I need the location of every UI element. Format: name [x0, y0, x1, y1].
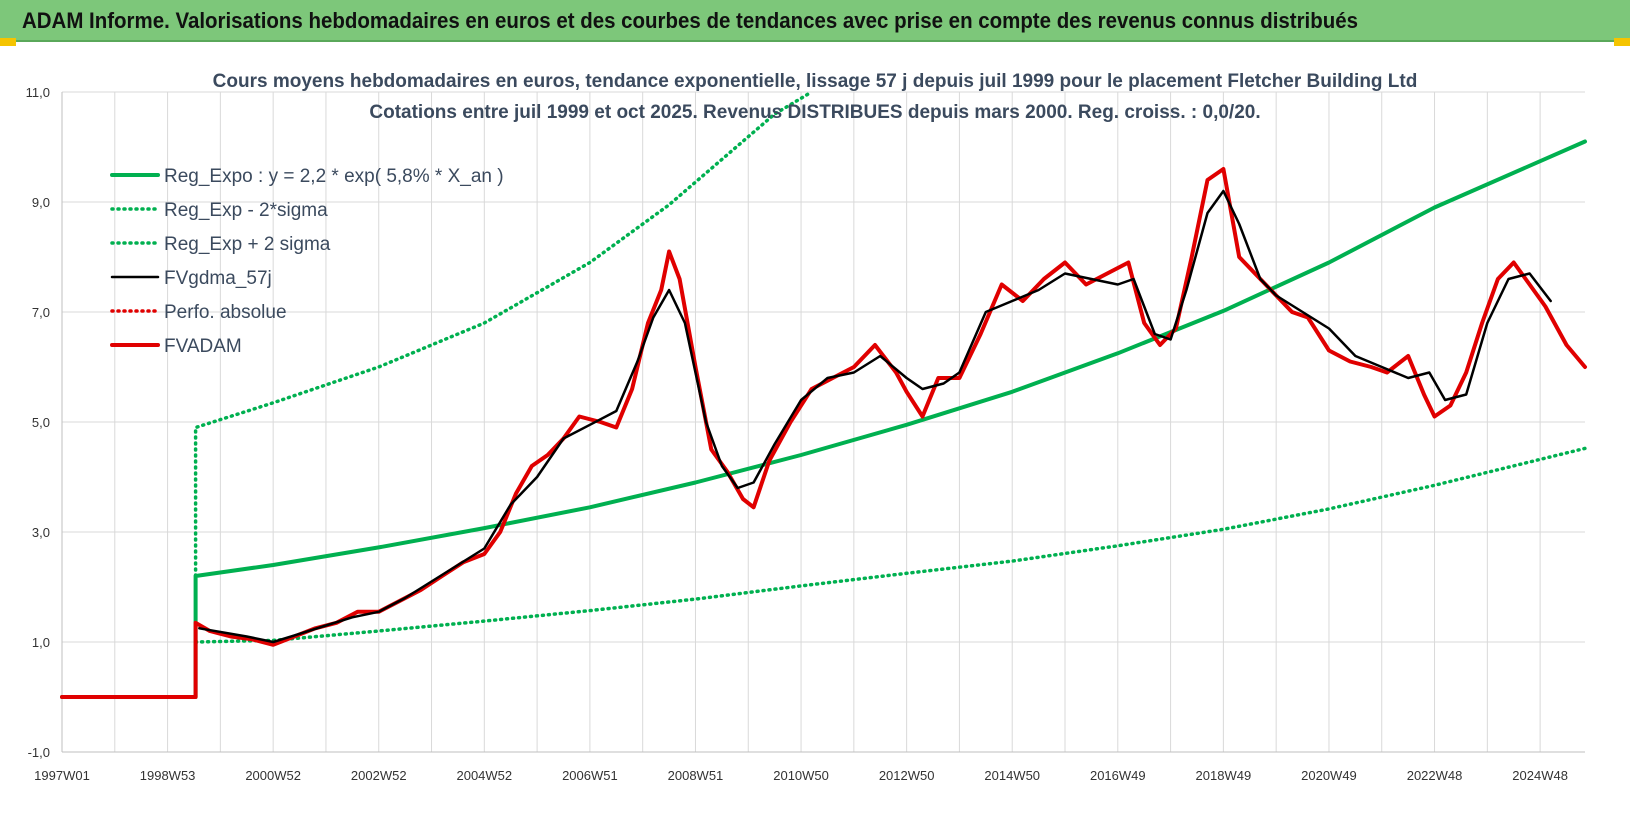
x-tick-label: 2012W50	[879, 768, 935, 783]
series-line-1	[193, 90, 814, 578]
header-bar: ADAM Informe. Valorisations hebdomadaire…	[0, 0, 1630, 42]
x-tick-label: 1997W01	[34, 768, 90, 783]
x-tick-label: 2016W49	[1090, 768, 1146, 783]
chart-grid	[61, 91, 1585, 753]
x-tick-label: 2006W51	[562, 768, 618, 783]
legend-label: FVgdma_57j	[164, 268, 272, 289]
corner-marker-right	[1614, 38, 1630, 46]
corner-marker-left	[0, 38, 16, 46]
x-tick-label: 2022W48	[1407, 768, 1463, 783]
x-tick-label: 2002W52	[351, 768, 407, 783]
x-tick-label: 2018W49	[1196, 768, 1252, 783]
x-tick-label: 2014W50	[984, 768, 1040, 783]
legend-label: Reg_Exp - 2*sigma	[164, 200, 328, 221]
legend-label: Perfo. absolue	[164, 302, 287, 323]
axis-ticks: -1,0 1,0 3,0 5,0 7,0 9,0 11,0 1997W01 1998W53 200…	[26, 85, 1568, 783]
y-tick-label: 9,0	[32, 195, 50, 210]
series-line-2	[193, 446, 1587, 644]
y-tick-label: 11,0	[26, 85, 50, 100]
chart-series	[60, 90, 1587, 699]
y-tick-label: 5,0	[32, 415, 50, 430]
y-tick-label: 7,0	[32, 305, 50, 320]
x-tick-label: 2020W49	[1301, 768, 1357, 783]
series-line-5	[60, 167, 1587, 699]
chart-subtitle: Cotations entre juil 1999 et oct 2025. R…	[369, 102, 1260, 123]
x-tick-label: 2000W52	[245, 768, 301, 783]
legend-label: Reg_Exp + 2 sigma	[164, 234, 331, 255]
chart-title: Cours moyens hebdomadaires en euros, ten…	[213, 71, 1418, 92]
y-tick-label: 1,0	[32, 635, 50, 650]
y-tick-label: -1,0	[28, 745, 50, 760]
y-tick-label: 3,0	[32, 525, 50, 540]
x-tick-label: 2008W51	[668, 768, 724, 783]
series-line-0	[60, 139, 1587, 699]
series-line-3	[198, 189, 1552, 644]
x-tick-label: 2004W52	[456, 768, 512, 783]
page-title: ADAM Informe. Valorisations hebdomadaire…	[22, 8, 1359, 33]
legend-label: FVADAM	[164, 336, 242, 357]
x-tick-label: 2010W50	[773, 768, 829, 783]
chart-legend: Reg_Expo : y = 2,2 * exp( 5,8% * X_an ) R…	[110, 166, 504, 357]
x-tick-label: 1998W53	[140, 768, 196, 783]
x-tick-label: 2024W48	[1512, 768, 1568, 783]
legend-label: Reg_Expo : y = 2,2 * exp( 5,8% * X_an )	[164, 166, 504, 187]
